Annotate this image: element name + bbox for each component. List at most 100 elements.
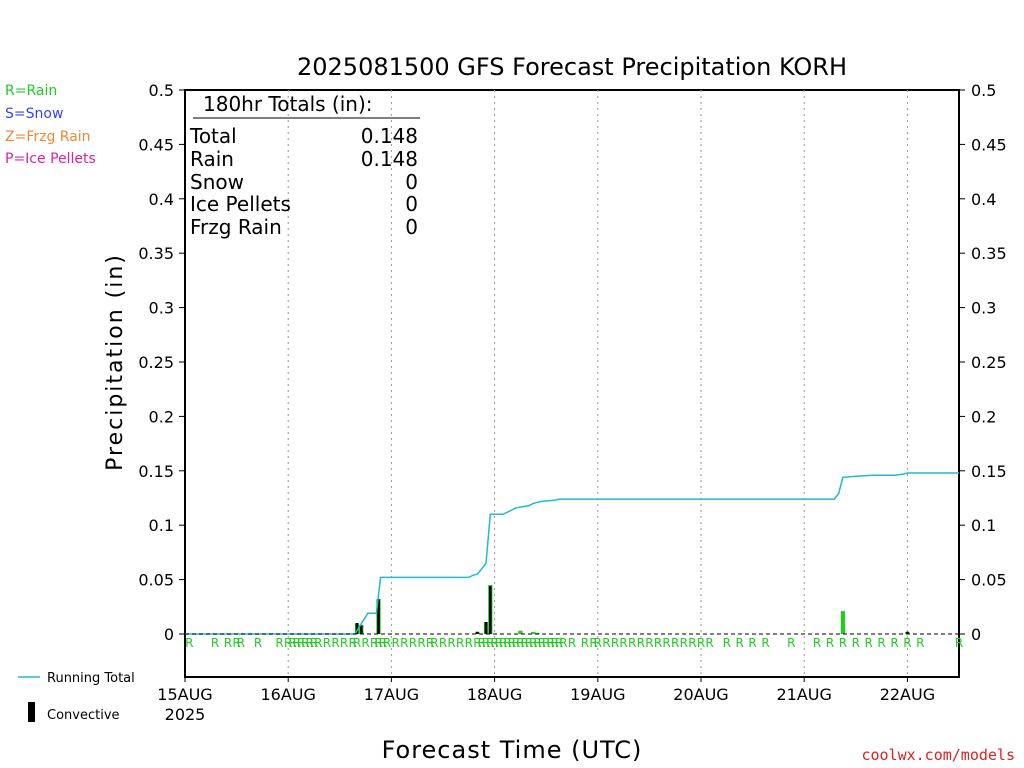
- y-axis-ticks: 0 00.05 0.050.1 0.10.15 0.150.2 0.20.25 0.250.…: [138, 81, 1006, 644]
- ptype-marker-rain: R: [310, 636, 318, 650]
- ptype-marker-rain: R: [852, 636, 860, 650]
- convective-bar: [355, 623, 359, 634]
- convective-legend-swatch: [28, 702, 35, 722]
- totals-row-label: Snow: [190, 170, 244, 194]
- totals-header: 180hr Totals (in):: [203, 92, 373, 116]
- x-tick-sublabel: 2025: [165, 705, 206, 724]
- ptype-marker-rain: R: [508, 636, 516, 650]
- ptype-marker-rain: R: [748, 636, 756, 650]
- ptype-marker-rain: R: [473, 636, 481, 650]
- convective-bar: [377, 599, 380, 634]
- convective-bar: [484, 622, 488, 634]
- ptype-marker-rain: R: [314, 636, 322, 650]
- x-tick-label: 16AUG: [260, 685, 315, 704]
- ptype-marker-rain: R: [787, 636, 795, 650]
- convective-bar: [906, 631, 909, 634]
- ptype-marker-rain: R: [392, 636, 400, 650]
- totals-row-value: 0: [405, 170, 418, 194]
- y-tick-label-right: 0.25: [971, 353, 1007, 372]
- y-tick-label-right: 0.05: [971, 571, 1007, 590]
- y-tick-label-left: 0.4: [149, 190, 174, 209]
- ptype-marker-rain: R: [254, 636, 262, 650]
- y-tick-label-left: 0.05: [138, 571, 174, 590]
- ptype-marker-rain: R: [516, 636, 524, 650]
- running-total-line: [185, 472, 959, 635]
- y-tick-label-right: 0.45: [971, 135, 1007, 154]
- y-tick-label-right: 0.5: [971, 81, 996, 100]
- x-tick-label: 21AUG: [776, 685, 831, 704]
- ptype-marker-rain: R: [275, 636, 283, 650]
- plot-frame: [184, 89, 960, 678]
- ptype-marker-rain: R: [839, 636, 847, 650]
- ptype-marker-rain: R: [877, 636, 885, 650]
- ptype-marker-rain: R: [379, 636, 387, 650]
- x-tick-label: 18AUG: [467, 685, 522, 704]
- ptype-marker-rain: R: [611, 636, 619, 650]
- ptype-marker-rain: R: [284, 636, 292, 650]
- ptype-marker-rain: R: [538, 636, 546, 650]
- ptype-marker-rain: R: [417, 636, 425, 650]
- ptype-marker-rain: R: [602, 636, 610, 650]
- ptype-marker-rain: R: [306, 636, 314, 650]
- rain-bar: [535, 632, 540, 634]
- ptype-marker-rain: R: [490, 636, 498, 650]
- y-tick-label-right: 0.1: [971, 516, 996, 535]
- ptype-marker-rain: R: [662, 636, 670, 650]
- y-tick-label-right: 0.4: [971, 190, 996, 209]
- convective-bar: [360, 625, 363, 634]
- ptype-marker-rain: R: [529, 636, 537, 650]
- ptype-marker-rain: R: [499, 636, 507, 650]
- totals-row-label: Total: [189, 124, 237, 148]
- ptype-marker-rain: R: [426, 636, 434, 650]
- credit-link[interactable]: coolwx.com/models: [861, 746, 1015, 764]
- ptype-marker-rain: R: [439, 636, 447, 650]
- x-tick-label: 17AUG: [364, 685, 419, 704]
- ptype-marker-rain: R: [430, 636, 438, 650]
- rain-bar: [531, 631, 536, 634]
- ptype-marker-rain: R: [301, 636, 309, 650]
- ptype-marker-rain: R: [890, 636, 898, 650]
- y-tick-label-left: 0.35: [138, 244, 174, 263]
- ptype-marker-rain: R: [340, 636, 348, 650]
- ptype-marker-rain: R: [619, 636, 627, 650]
- ptype-marker-rain: R: [736, 636, 744, 650]
- ptype-marker-rain: R: [637, 636, 645, 650]
- totals-row-label: Rain: [190, 147, 234, 171]
- ptype-marker-rain: R: [671, 636, 679, 650]
- y-tick-label-right: 0.15: [971, 462, 1007, 481]
- ptype-marker-rain: R: [370, 636, 378, 650]
- running-total-legend-label: Running Total: [47, 671, 135, 686]
- ptype-marker-rain: R: [353, 636, 361, 650]
- ptype-marker-rain: R: [645, 636, 653, 650]
- ptype-marker-rain: R: [826, 636, 834, 650]
- ptype-marker-rain: R: [525, 636, 533, 650]
- ptype-marker-rain: R: [224, 636, 232, 650]
- ptype-marker-rain: R: [705, 636, 713, 650]
- ptype-marker-rain: R: [486, 636, 494, 650]
- rain-bar: [840, 611, 846, 634]
- y-tick-label-right: 0: [971, 625, 981, 644]
- y-tick-label-left: 0.45: [138, 135, 174, 154]
- ptype-marker-rain: R: [761, 636, 769, 650]
- chart-title: 2025081500 GFS Forecast Precipitation KO…: [297, 53, 847, 81]
- ptype-marker-rain: R: [542, 636, 550, 650]
- ptype-marker-rain: R: [288, 636, 296, 650]
- ptype-marker-rain: R: [697, 636, 705, 650]
- x-tick-label: 19AUG: [570, 685, 625, 704]
- ptype-marker-rain: R: [361, 636, 369, 650]
- y-tick-label-right: 0.3: [971, 299, 996, 318]
- legend-rain: R=Rain: [5, 83, 57, 99]
- ptype-marker-rain: R: [723, 636, 731, 650]
- y-tick-label-left: 0.15: [138, 462, 174, 481]
- y-axis-label: Precipitation (in): [103, 253, 128, 471]
- ptype-marker-rain: R: [581, 636, 589, 650]
- x-tick-label: 15AUG: [157, 685, 212, 704]
- ptype-marker-rain: R: [211, 636, 219, 650]
- ptype-marker-rain: R: [688, 636, 696, 650]
- x-tick-label: 20AUG: [673, 685, 728, 704]
- ptype-marker-rain: R: [297, 636, 305, 650]
- x-tick-label: 22AUG: [880, 685, 935, 704]
- totals-row-value: 0.148: [361, 124, 418, 148]
